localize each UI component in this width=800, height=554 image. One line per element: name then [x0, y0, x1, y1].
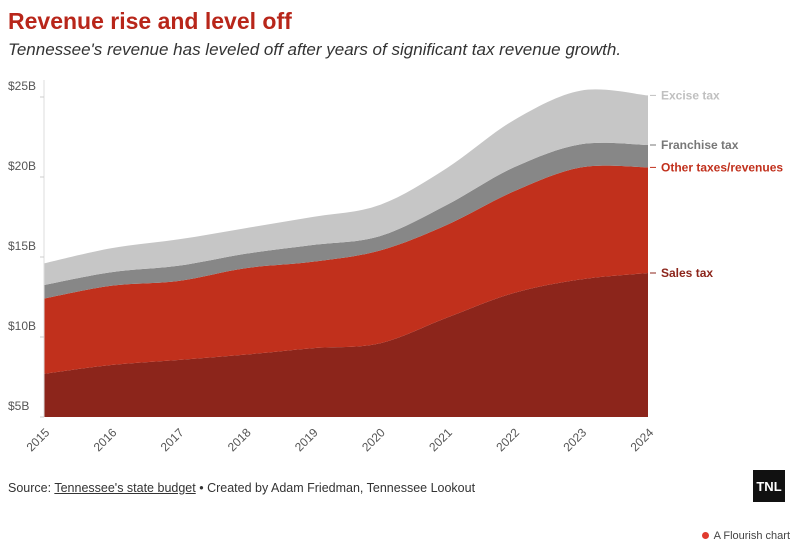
area	[44, 89, 648, 286]
area	[44, 142, 648, 299]
source-suffix: • Created by Adam Friedman, Tennessee Lo…	[199, 481, 476, 495]
chart-title: Revenue rise and level off	[8, 8, 292, 34]
plot-area	[44, 89, 648, 417]
y-tick-label: $25B	[8, 79, 36, 93]
series-label: Franchise tax	[661, 138, 739, 152]
series-label: Other taxes/revenues	[661, 161, 783, 175]
source: Source: Tennessee's state budget • Creat…	[8, 481, 475, 495]
series-label: Sales tax	[661, 266, 713, 280]
y-tick-label: $20B	[8, 159, 36, 173]
y-tick-label: $15B	[8, 239, 36, 253]
y-tick-label: $5B	[8, 399, 29, 413]
flourish-credit: A Flourish chart	[702, 530, 790, 542]
x-tick-label: 2020	[359, 425, 388, 454]
x-tick-label: 2018	[225, 425, 254, 454]
chart-subtitle: Tennessee's revenue has leveled off afte…	[8, 40, 622, 59]
series-label: Excise tax	[661, 89, 720, 103]
x-tick-label: 2015	[24, 425, 53, 454]
x-tick-label: 2024	[628, 425, 657, 454]
x-tick-label: 2019	[292, 425, 321, 454]
area	[44, 273, 648, 417]
x-tick-label: 2022	[493, 425, 522, 454]
x-tick-label: 2016	[91, 425, 120, 454]
x-tick-label: 2017	[158, 425, 187, 454]
source-link[interactable]: Tennessee's state budget	[54, 481, 196, 495]
area	[44, 165, 648, 374]
x-tick-label: 2021	[426, 425, 455, 454]
x-tick-label: 2023	[560, 425, 589, 454]
y-tick-label: $10B	[8, 319, 36, 333]
logo: TNL	[753, 470, 785, 502]
source-prefix: Source:	[8, 481, 52, 495]
